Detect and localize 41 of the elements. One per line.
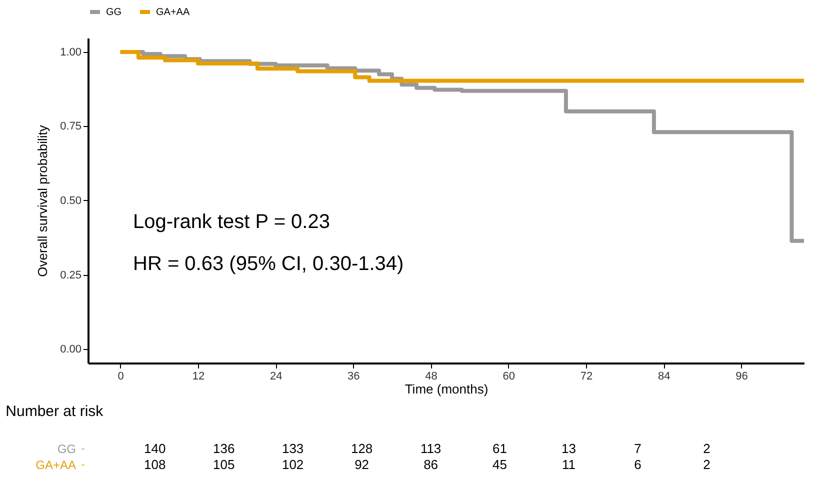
- text: 45: [492, 457, 508, 472]
- text: 92: [354, 457, 370, 472]
- y-axis-title: Overall survival probability: [35, 124, 50, 277]
- x-tick-label: 24: [270, 370, 282, 382]
- text: 113: [420, 441, 442, 456]
- text: 61: [492, 441, 508, 456]
- text: 128: [350, 441, 373, 456]
- text: 102: [282, 457, 304, 472]
- text: GG: [57, 442, 76, 456]
- text: 108: [144, 457, 166, 472]
- x-tick-label: 84: [658, 370, 670, 382]
- y-tick-label: 0.50: [60, 195, 82, 207]
- text: 7: [634, 441, 642, 456]
- text: 6: [634, 457, 642, 472]
- legend-label: GG: [106, 7, 122, 18]
- text: 136: [212, 441, 235, 456]
- y-tick-label: 0.00: [60, 344, 82, 356]
- text: 133: [282, 441, 304, 456]
- text: 11: [562, 457, 576, 472]
- y-tick-label: 1.00: [60, 46, 82, 58]
- text: GA+AA: [36, 458, 76, 472]
- text: Number at risk: [6, 403, 104, 420]
- text: 13: [562, 441, 576, 456]
- text: 86: [424, 457, 438, 472]
- x-axis-title: Time (months): [404, 382, 488, 396]
- x-tick-label: 72: [580, 370, 593, 382]
- text: 2: [703, 457, 710, 472]
- x-tick-label: 12: [192, 370, 205, 382]
- x-tick-label: 36: [348, 370, 360, 382]
- x-tick-label: 0: [118, 370, 124, 382]
- y-tick-label: 0.75: [60, 120, 82, 133]
- legend-label: GA+AA: [156, 7, 190, 18]
- annotation: Log-rank test P = 0.23: [133, 211, 330, 233]
- text: 140: [144, 441, 166, 456]
- y-tick-label: 0.25: [60, 269, 82, 282]
- text: 2: [703, 441, 710, 456]
- annotation: HR = 0.63 (95% CI, 0.30-1.34): [133, 253, 404, 275]
- x-tick-label: 96: [736, 370, 748, 382]
- x-tick-label: 48: [425, 370, 438, 382]
- x-tick-label: 60: [502, 370, 516, 382]
- text: 105: [212, 457, 235, 472]
